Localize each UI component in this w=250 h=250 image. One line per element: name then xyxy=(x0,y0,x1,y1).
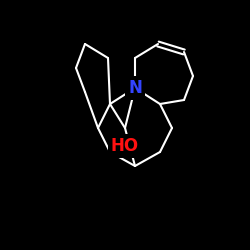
Text: HO: HO xyxy=(111,137,139,155)
Text: N: N xyxy=(128,79,142,97)
